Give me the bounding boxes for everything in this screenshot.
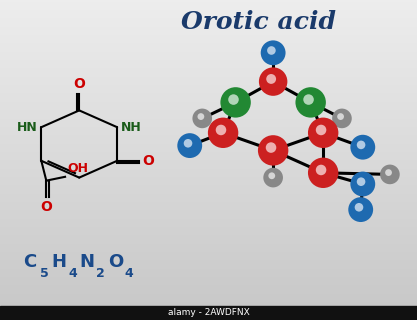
Point — [318, 167, 324, 172]
Point — [337, 114, 344, 119]
Text: alamy - 2AWDFNX: alamy - 2AWDFNX — [168, 308, 249, 317]
Point — [359, 181, 366, 187]
Point — [268, 145, 274, 150]
Bar — [0, 306, 417, 320]
Point — [359, 145, 366, 150]
Text: N: N — [80, 253, 95, 271]
Text: NH: NH — [121, 121, 141, 134]
Point — [318, 127, 324, 132]
Text: O: O — [73, 77, 85, 91]
Point — [339, 116, 345, 121]
Text: O: O — [40, 200, 52, 214]
Point — [385, 170, 392, 175]
Text: Orotic acid: Orotic acid — [181, 10, 336, 34]
Point — [270, 79, 276, 84]
Point — [320, 170, 327, 175]
Text: OH: OH — [67, 162, 88, 175]
Point — [387, 172, 393, 177]
Point — [358, 142, 364, 148]
Point — [218, 127, 224, 132]
Point — [307, 100, 314, 105]
Point — [305, 97, 312, 102]
Point — [185, 141, 191, 146]
Text: O: O — [142, 154, 154, 168]
Text: C: C — [23, 253, 36, 271]
Point — [232, 100, 239, 105]
Text: 5: 5 — [40, 267, 48, 280]
Point — [220, 130, 226, 135]
Text: O: O — [108, 253, 123, 271]
Point — [270, 50, 276, 55]
Point — [358, 179, 364, 184]
Point — [186, 143, 193, 148]
Point — [357, 207, 364, 212]
Point — [230, 97, 237, 102]
Text: HN: HN — [17, 121, 38, 134]
Point — [269, 173, 275, 178]
Point — [198, 114, 204, 119]
Point — [320, 130, 327, 135]
Point — [270, 148, 276, 153]
Text: 4: 4 — [68, 267, 77, 280]
Point — [356, 205, 362, 210]
Text: 4: 4 — [125, 267, 133, 280]
Point — [199, 116, 206, 121]
Point — [268, 76, 274, 82]
Text: H: H — [51, 253, 66, 271]
Point — [268, 48, 275, 53]
Point — [270, 175, 276, 180]
Text: 2: 2 — [96, 267, 105, 280]
